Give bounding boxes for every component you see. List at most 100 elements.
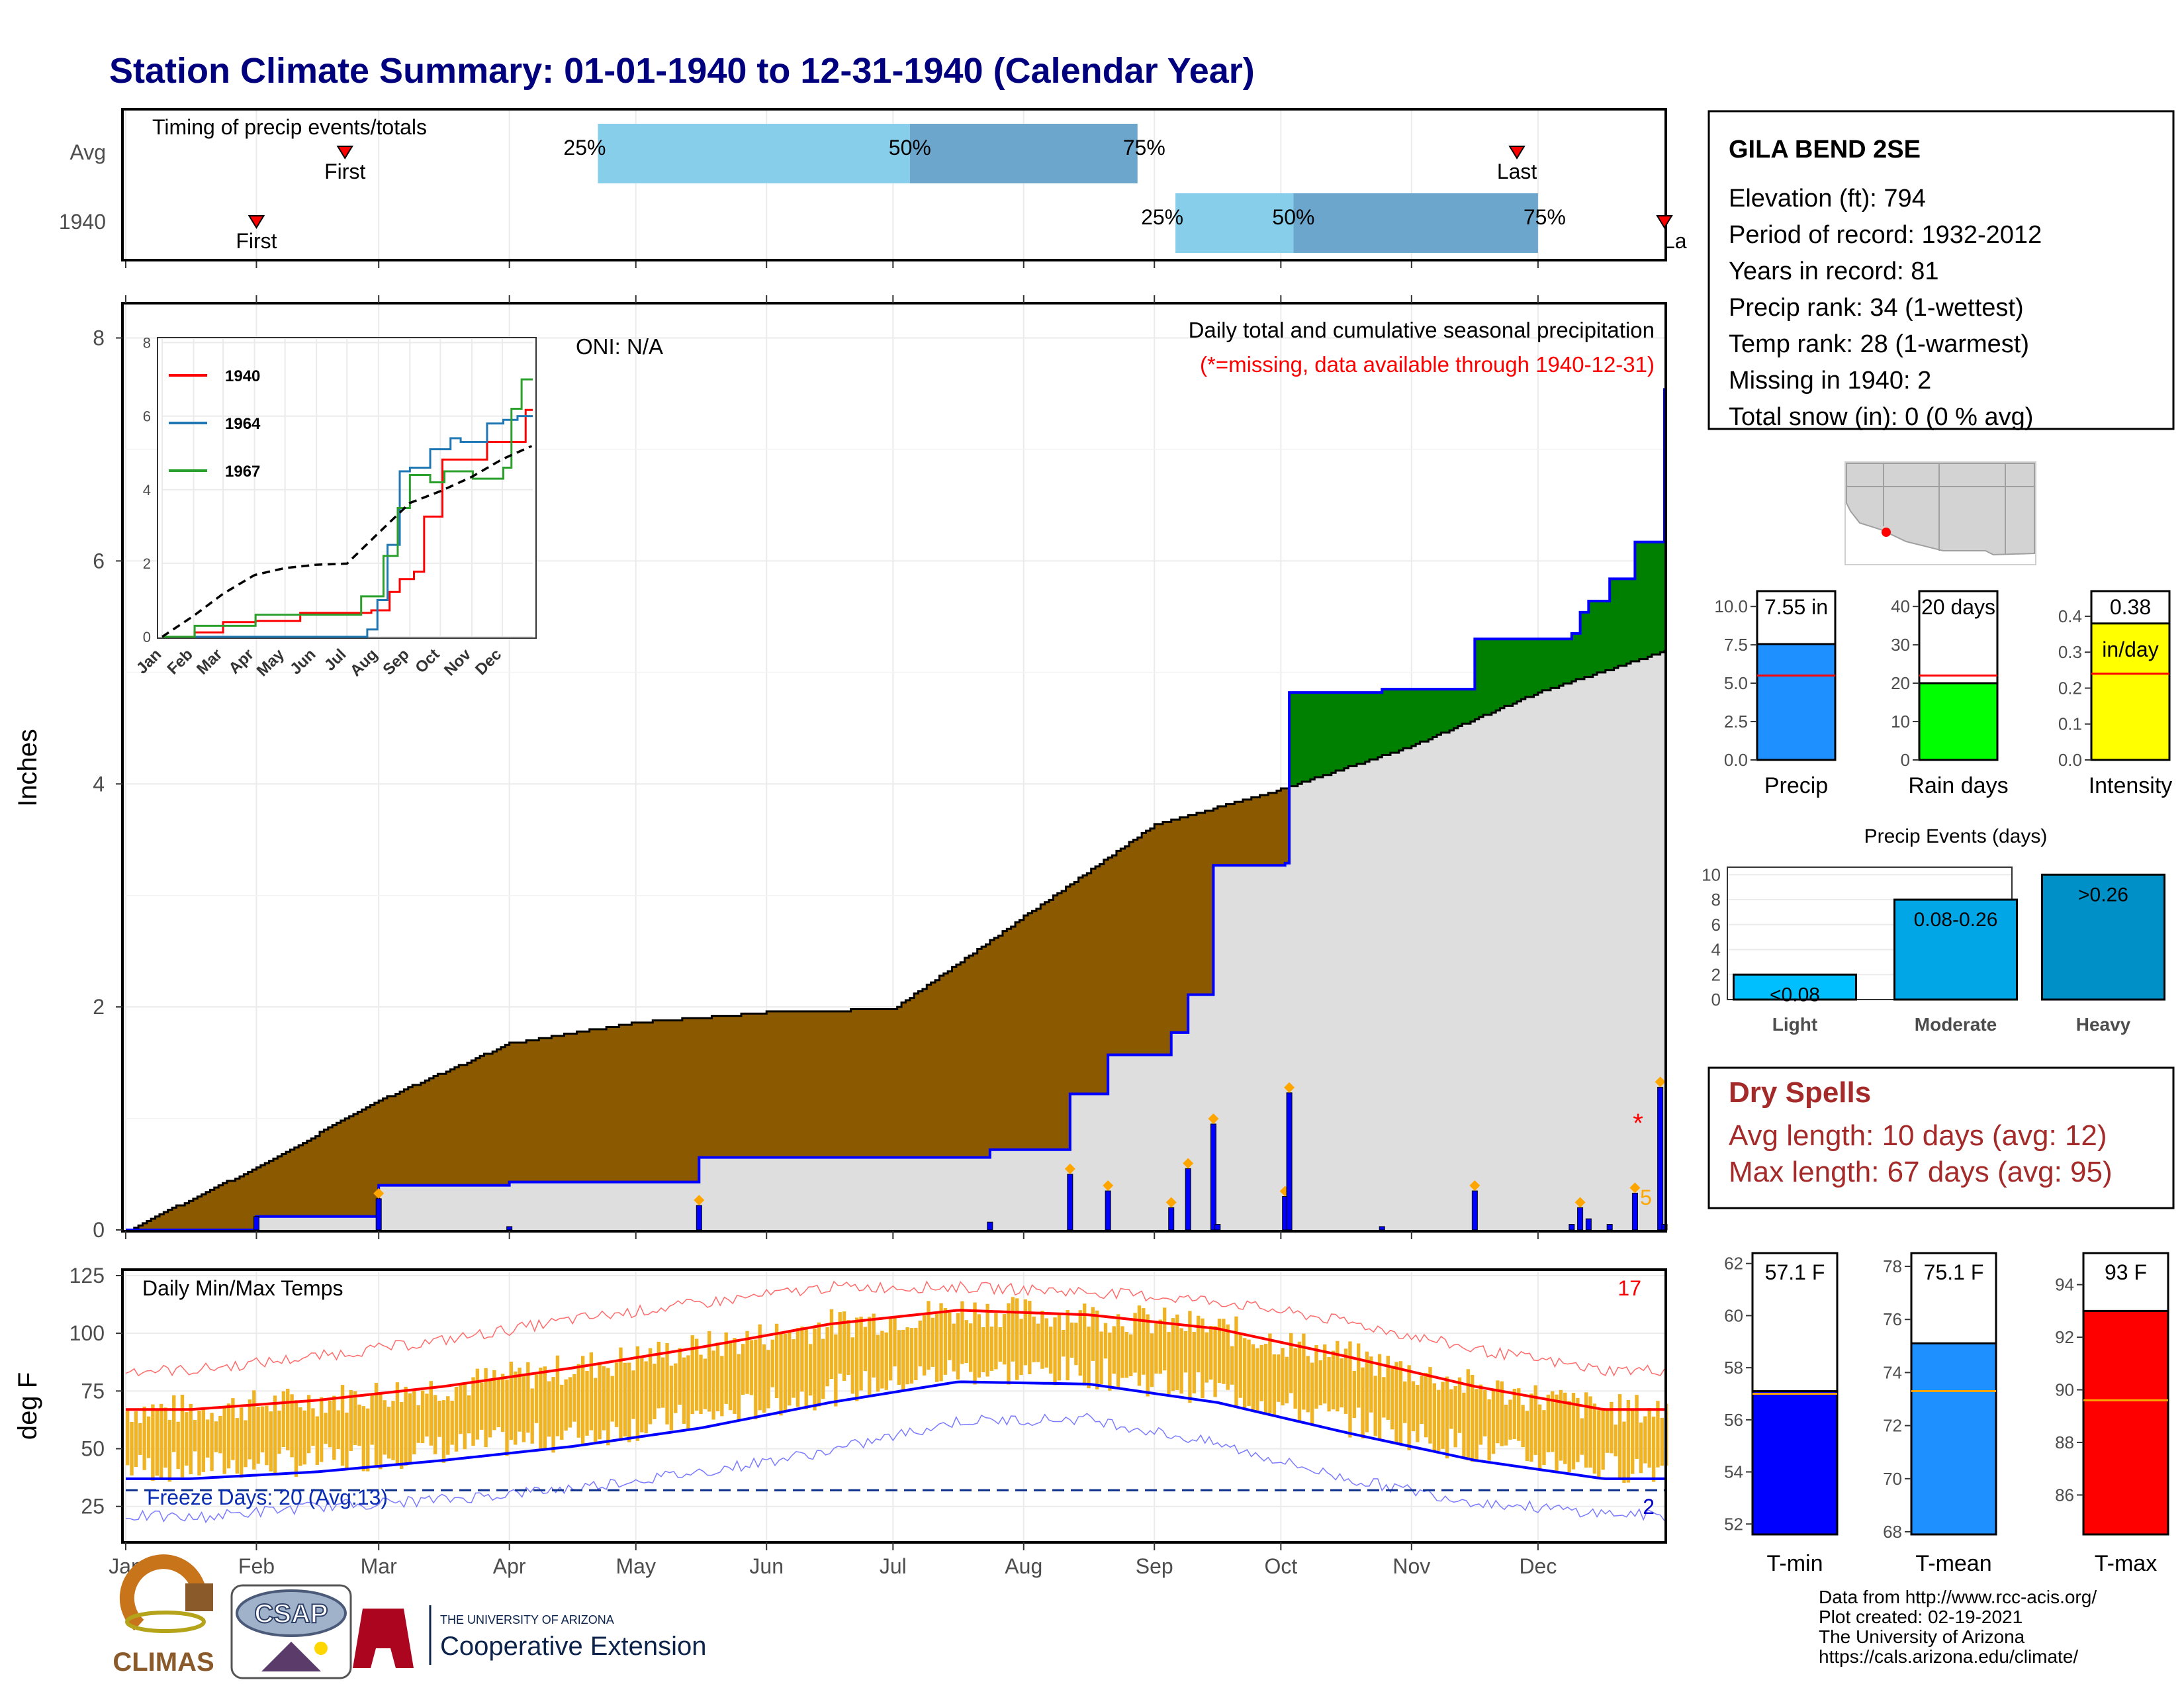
- daily-temp-bar-169: [838, 1312, 842, 1374]
- daily-temp-bar-280: [1306, 1356, 1310, 1413]
- daily-temp-bar-266: [1247, 1339, 1251, 1406]
- freeze-days-label: Freeze Days: 20 (Avg:13): [147, 1485, 388, 1509]
- daily-precip-bar-20: [1657, 1086, 1664, 1231]
- daily-temp-bar-208: [1002, 1314, 1007, 1365]
- daily-temp-bar-329: [1512, 1388, 1517, 1439]
- station-name: GILA BEND 2SE: [1729, 136, 1921, 164]
- daily-temp-bar-292: [1357, 1343, 1361, 1408]
- summary-ytick-label-1-4: 40: [1891, 596, 1910, 616]
- daily-temp-bar-106: [572, 1374, 576, 1422]
- daily-temp-bar-294: [1365, 1351, 1369, 1432]
- daily-temp-bar-261: [1226, 1324, 1230, 1390]
- daily-temp-bar-31: [256, 1407, 260, 1464]
- avg-min-line: [126, 1380, 1664, 1480]
- temp-bar-ytick-label-2-1: 88: [2055, 1432, 2074, 1452]
- daily-temp-bar-93: [518, 1368, 522, 1432]
- daily-temp-bar-25: [231, 1398, 235, 1460]
- daily-temp-bar-148: [749, 1340, 754, 1395]
- station-temp-rank: Temp rank: 28 (1-warmest): [1729, 330, 2029, 358]
- precip-ytick-label-1: 2: [93, 995, 105, 1019]
- daily-temp-bar-364: [1660, 1417, 1664, 1466]
- daily-precip-bar-16: [1577, 1207, 1584, 1231]
- daily-temp-bar-189: [922, 1315, 927, 1376]
- daily-temp-bar-134: [690, 1335, 694, 1415]
- daily-temp-bar-275: [1285, 1356, 1289, 1404]
- daily-temp-bar-113: [602, 1366, 606, 1430]
- daily-temp-bar-137: [703, 1358, 707, 1409]
- temp-bar-t-min: [1751, 1390, 1839, 1536]
- daily-temp-bar-133: [686, 1355, 690, 1430]
- station-box-frame: [1707, 110, 2175, 430]
- daily-temp-bar-251: [1183, 1331, 1188, 1373]
- daily-temp-bar-73: [433, 1395, 437, 1454]
- daily-temp-bar-341: [1563, 1392, 1567, 1464]
- temp-frame: [121, 1268, 1667, 1544]
- daily-temp-bar-188: [918, 1320, 922, 1367]
- precip-ytick-label-0: 0: [93, 1218, 105, 1242]
- daily-temp-bar-363: [1656, 1401, 1660, 1468]
- timing-pct50-avg: 50%: [889, 136, 931, 160]
- daily-temp-bar-146: [741, 1344, 745, 1395]
- daily-temp-bar-154: [774, 1323, 779, 1399]
- daily-temp-bar-125: [653, 1364, 657, 1419]
- events-ytick-label-2: 4: [1711, 940, 1721, 960]
- daily-temp-bar-10: [167, 1420, 172, 1482]
- timing-bar-upper-y1940: [1293, 193, 1538, 253]
- daily-temp-bar-323: [1487, 1399, 1491, 1461]
- station-precip-rank: Precip rank: 34 (1-wettest): [1729, 294, 2024, 322]
- daily-temp-bar-81: [467, 1395, 471, 1434]
- temp-ytick-label-0: 25: [81, 1495, 105, 1519]
- daily-temp-bar-326: [1500, 1381, 1504, 1446]
- inset-legend-label-1940: 1940: [225, 367, 260, 385]
- daily-temp-bar-223: [1066, 1310, 1069, 1381]
- daily-temp-bar-320: [1475, 1389, 1479, 1462]
- daily-temp-bar-66: [404, 1386, 408, 1466]
- daily-temp-bar-34: [269, 1411, 273, 1472]
- temp-bar-ytick-label-2-4: 94: [2055, 1275, 2074, 1295]
- daily-temp-bar-352: [1610, 1401, 1614, 1454]
- summary-category-label-1: Rain days: [1908, 773, 2008, 798]
- daily-temp-bar-84: [480, 1382, 484, 1430]
- daily-temp-bar-234: [1112, 1326, 1116, 1374]
- temp-bar-value-label-1: 75.1 F: [1924, 1260, 1984, 1284]
- daily-temp-bar-265: [1243, 1338, 1247, 1409]
- daily-temp-bar-360: [1643, 1416, 1647, 1464]
- heavy-event-marker-19: [1629, 1182, 1641, 1194]
- daily-temp-bar-264: [1238, 1334, 1243, 1398]
- daily-temp-bar-151: [762, 1344, 766, 1413]
- summary-category-label-2: Intensity: [2089, 773, 2173, 798]
- daily-temp-bar-287: [1336, 1340, 1340, 1412]
- temp-month-label-4: May: [616, 1554, 656, 1578]
- daily-temp-bar-299: [1386, 1356, 1390, 1420]
- timing-title: Timing of precip events/totals: [152, 115, 427, 139]
- daily-temp-bar-37: [281, 1391, 286, 1448]
- daily-temp-bar-14: [185, 1412, 189, 1466]
- daily-temp-bar-61: [383, 1400, 387, 1455]
- daily-temp-bar-252: [1188, 1311, 1192, 1403]
- daily-temp-bar-321: [1479, 1384, 1483, 1445]
- daily-temp-bar-112: [598, 1364, 602, 1440]
- temp-bar-ytick-label-2-2: 90: [2055, 1380, 2074, 1400]
- ua-a-mark: [353, 1609, 414, 1668]
- daily-temp-bar-63: [391, 1401, 395, 1460]
- temp-bar-ytick-label-2-0: 86: [2055, 1485, 2074, 1505]
- temp-month-label-5: Jun: [749, 1554, 784, 1578]
- daily-temp-bar-60: [379, 1393, 383, 1470]
- summary-value-label-2: 0.38: [2110, 595, 2151, 619]
- inset-ytick-label-0: 0: [143, 629, 151, 645]
- daily-temp-bar-41: [298, 1407, 302, 1466]
- timing-frame: [121, 108, 1667, 261]
- climas-logo: CLIMAS: [113, 1554, 214, 1677]
- daily-temp-bar-65: [400, 1402, 404, 1469]
- daily-temp-bar-328: [1508, 1399, 1512, 1440]
- precip-frame: [121, 302, 1667, 1233]
- daily-temp-bar-342: [1567, 1401, 1571, 1473]
- credit-data-source: Data from http://www.rcc-acis.org/: [1819, 1587, 2097, 1607]
- daily-temp-bar-332: [1525, 1411, 1529, 1462]
- daily-temp-bar-166: [825, 1327, 829, 1387]
- daily-temp-bar-224: [1069, 1322, 1074, 1358]
- daily-temp-bar-215: [1032, 1316, 1036, 1362]
- daily-temp-bar-191: [931, 1317, 935, 1367]
- daily-temp-bar-102: [555, 1355, 560, 1436]
- daily-temp-bar-161: [804, 1329, 808, 1409]
